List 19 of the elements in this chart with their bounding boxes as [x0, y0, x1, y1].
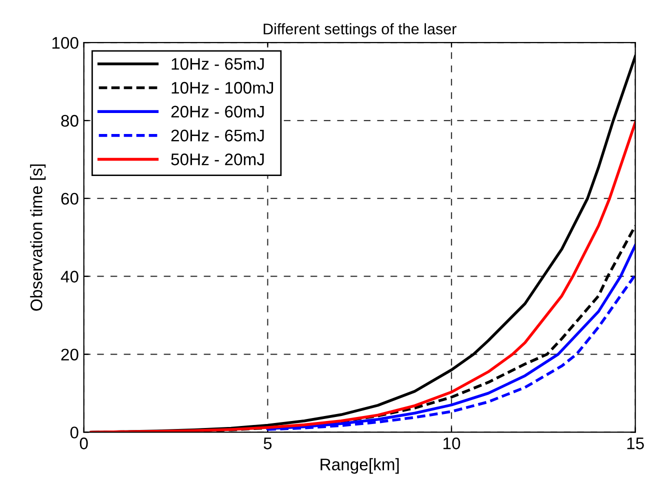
legend-label: 20Hz - 65mJ: [171, 130, 264, 142]
legend-label: 10Hz - 100mJ: [172, 82, 274, 94]
x-tick-label: 15: [627, 438, 644, 450]
x-tick-label: 10: [444, 438, 460, 450]
y-tick-label: 0: [70, 426, 78, 438]
y-tick-label: 40: [60, 270, 78, 283]
legend-label: 10Hz - 65mJ: [172, 58, 264, 70]
y-tick-label: 60: [61, 192, 78, 205]
legend-label: 50Hz - 20mJ: [171, 154, 264, 166]
y-tick-label: 100: [52, 36, 78, 49]
y-tick-label: 20: [61, 348, 78, 360]
x-tick-label: 0: [80, 438, 88, 450]
legend-label: 20Hz - 60mJ: [171, 106, 264, 118]
y-tick-label: 80: [61, 114, 78, 127]
y-axis-title: Observation time [s]: [30, 164, 46, 311]
x-tick-label: 5: [264, 438, 272, 450]
x-axis-title: Range[km]: [320, 458, 399, 474]
line-series: [90, 121, 636, 432]
chart-title: Different settings of the laser: [264, 23, 456, 38]
